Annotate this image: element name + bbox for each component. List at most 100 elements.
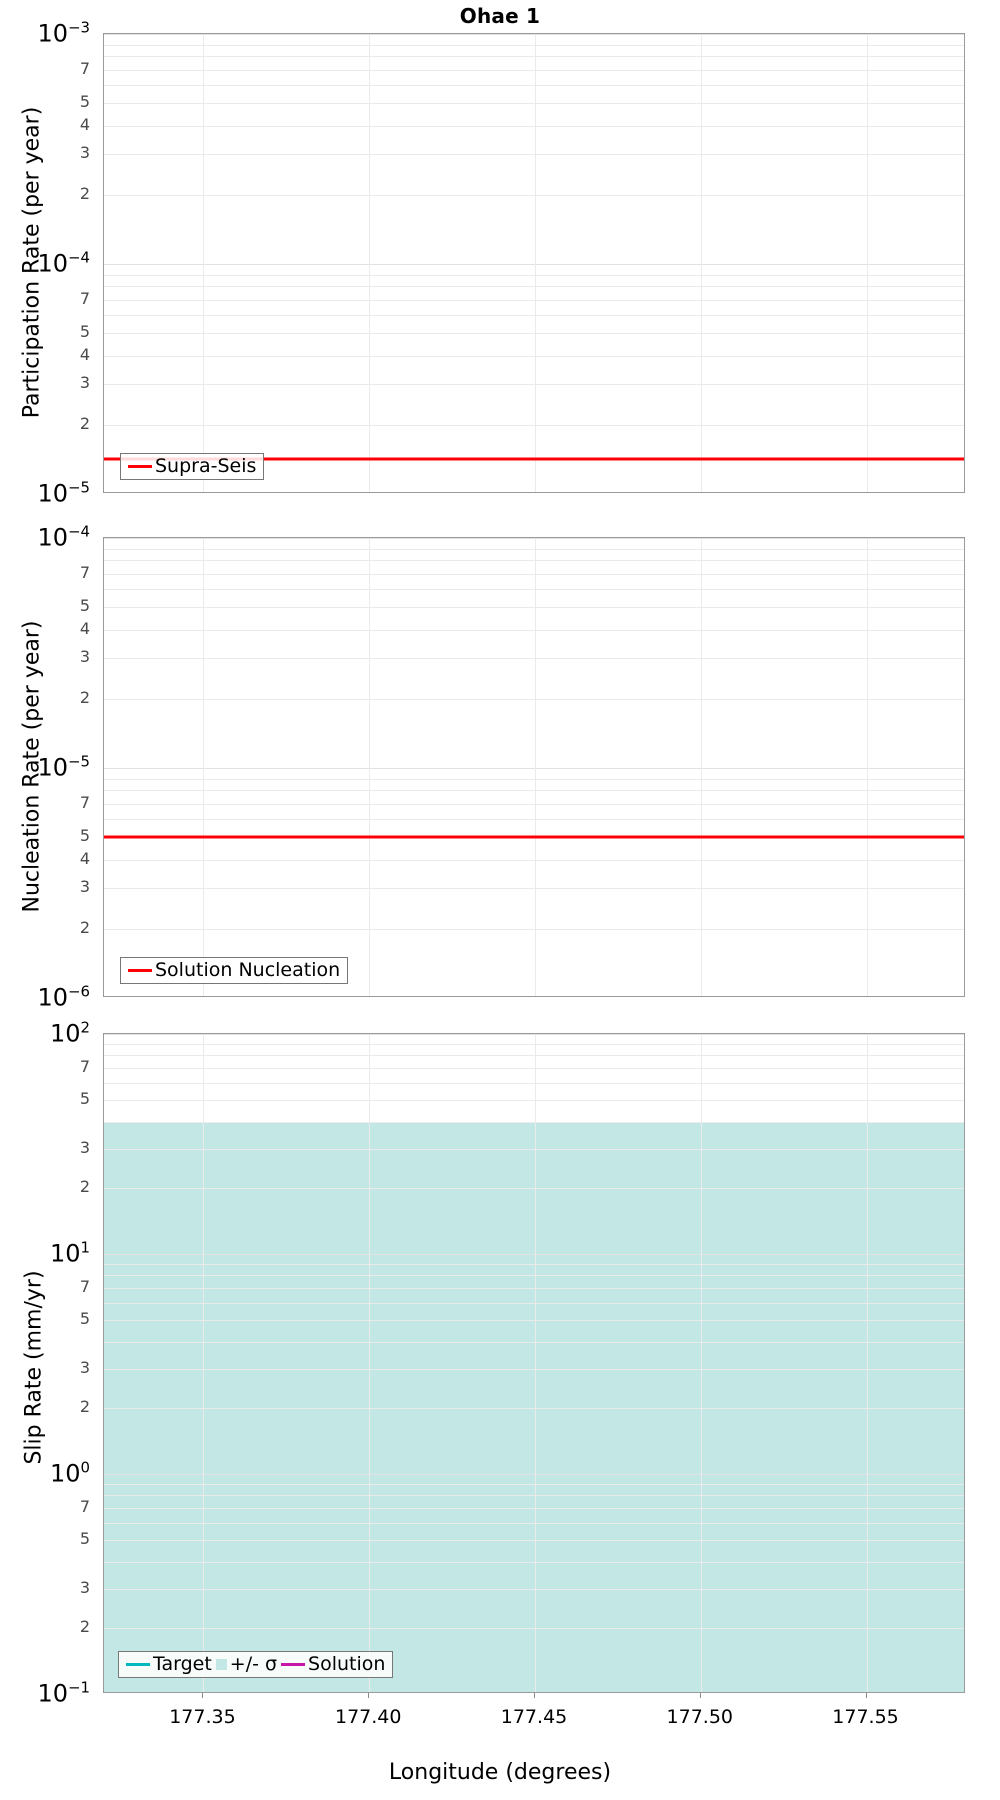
y-tick-label-major: 102 <box>49 1018 90 1048</box>
y-tick-mark <box>103 1254 104 1255</box>
y-tick-mark <box>103 34 104 35</box>
y-tick-mark <box>103 768 104 769</box>
axes-participation-rate: Supra-Seis <box>103 33 965 493</box>
legend-nucleation-rate[interactable]: Solution Nucleation <box>120 957 349 984</box>
y-tick-label-minor: 3 <box>79 373 90 393</box>
x-tick-mark <box>865 1693 867 1698</box>
gridline-minor <box>104 629 964 631</box>
y-tick-label-major: 10−5 <box>37 752 90 782</box>
y-tick-label-minor: 3 <box>79 1578 90 1598</box>
y-tick-label-minor: 7 <box>79 1277 90 1297</box>
y-tick-mark <box>103 1320 104 1321</box>
legend-item-sigma[interactable]: +/- σ <box>215 1653 278 1675</box>
gridline-minor <box>104 286 964 288</box>
y-tick-label-minor: 4 <box>79 848 90 868</box>
gridline-vertical <box>535 34 536 492</box>
y-tick-mark <box>103 658 104 659</box>
axes-nucleation-rate: Solution Nucleation <box>103 537 965 997</box>
gridline-vertical <box>700 538 702 996</box>
gridline-minor <box>104 274 964 276</box>
gridline-minor <box>104 1055 964 1057</box>
y-tick-mark <box>103 1149 104 1150</box>
y-tick-mark <box>103 888 104 889</box>
y-tick-label-minor: 7 <box>79 792 90 812</box>
y-tick-label-minor: 4 <box>79 114 90 134</box>
gridline-minor <box>104 573 964 575</box>
gridline-minor <box>104 424 964 426</box>
gridline-major <box>104 1034 964 1035</box>
gridline-minor <box>104 1540 964 1542</box>
y-tick-mark <box>103 630 104 631</box>
gridline-minor <box>104 560 964 562</box>
y-tick-mark <box>103 195 104 196</box>
y-tick-label-minor: 5 <box>79 1309 90 1329</box>
y-tick-mark <box>103 1100 104 1101</box>
gridline-minor <box>104 1589 964 1591</box>
legend-slip-rate[interactable]: Target +/- σ Solution <box>118 1651 394 1678</box>
y-tick-mark <box>103 1474 104 1475</box>
legend-item-solution-nucleation[interactable]: Solution Nucleation <box>128 961 340 980</box>
y-tick-mark <box>103 154 104 155</box>
gridline-minor <box>104 1369 964 1371</box>
y-tick-label-minor: 2 <box>79 1396 90 1416</box>
gridline-vertical <box>369 1034 371 1692</box>
y-tick-label-minor: 4 <box>79 344 90 364</box>
y-tick-mark <box>103 929 104 930</box>
legend-item-target[interactable]: Target <box>126 1655 212 1674</box>
y-tick-mark <box>103 1068 104 1069</box>
gridline-minor <box>104 790 964 792</box>
y-tick-label-minor: 5 <box>79 92 90 112</box>
gridline-vertical <box>700 34 702 492</box>
gridline-minor <box>104 299 964 301</box>
gridline-minor <box>104 548 964 550</box>
gridline-minor <box>104 1302 964 1304</box>
legend-item-supra-seis[interactable]: Supra-Seis <box>128 457 256 476</box>
gridline-minor <box>104 44 964 46</box>
y-tick-mark <box>103 1589 104 1590</box>
panel-nucleation-rate: Solution Nucleation <box>103 537 965 997</box>
gridline-minor <box>104 1341 964 1343</box>
y-tick-label-minor: 2 <box>79 917 90 937</box>
legend-participation-rate[interactable]: Supra-Seis <box>120 453 265 480</box>
gridline-minor <box>104 1522 964 1524</box>
y-tick-label-minor: 7 <box>79 288 90 308</box>
legend-label: +/- σ <box>229 1653 278 1675</box>
x-tick-mark <box>534 1693 535 1698</box>
y-tick-label-minor: 3 <box>79 143 90 163</box>
panel-slip-rate: Target +/- σ Solution <box>103 1033 965 1693</box>
y-tick-label-minor: 3 <box>79 1358 90 1378</box>
gridline-minor <box>104 1495 964 1497</box>
gridline-minor <box>104 1082 964 1084</box>
y-tick-label-minor: 2 <box>79 1616 90 1636</box>
y-tick-label-major: 10−4 <box>37 248 90 278</box>
gridline-minor <box>104 1561 964 1563</box>
y-tick-mark <box>103 1034 104 1035</box>
gridline-vertical <box>866 1034 868 1692</box>
x-tick-label: 177.40 <box>334 1706 402 1728</box>
y-tick-label-minor: 2 <box>79 183 90 203</box>
page-title: Ohae 1 <box>459 4 541 28</box>
y-tick-mark <box>103 425 104 426</box>
y-tick-mark <box>103 1508 104 1509</box>
gridline-minor <box>104 589 964 591</box>
y-tick-label-minor: 5 <box>79 1529 90 1549</box>
gridline-minor <box>104 69 964 71</box>
gridline-minor <box>104 658 964 660</box>
y-tick-mark <box>103 1288 104 1289</box>
gridline-minor <box>104 315 964 317</box>
gridline-minor <box>104 698 964 700</box>
gridline-minor <box>104 1068 964 1070</box>
gridline-minor <box>104 1149 964 1151</box>
y-axis-slip-rate: 10−1 2 3 5 7 100 2 3 5 7 101 2 3 5 7 102 <box>0 1020 98 1705</box>
y-tick-label-minor: 5 <box>79 826 90 846</box>
x-tick-label: 177.35 <box>169 1706 236 1728</box>
gridline-major <box>104 34 964 35</box>
y-tick-mark <box>103 538 104 539</box>
legend-item-solution[interactable]: Solution <box>281 1655 385 1674</box>
y-tick-label-minor: 3 <box>79 877 90 897</box>
y-axis-nucleation-rate: 10−6 2 3 4 5 7 10−5 2 3 4 5 7 10−4 <box>0 524 98 1009</box>
gridline-minor <box>104 154 964 156</box>
legend-label: Target <box>153 1653 212 1675</box>
y-tick-mark <box>103 804 104 805</box>
y-axis-title-nucleation-rate: Nucleation Rate (per year) <box>19 620 45 913</box>
